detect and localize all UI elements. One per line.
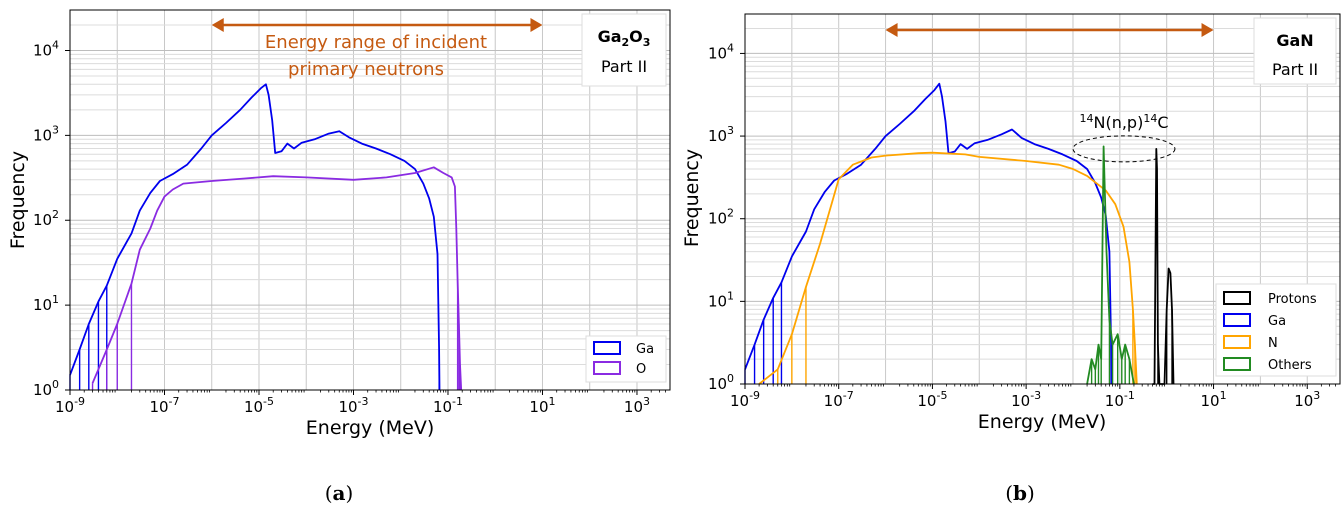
grid-a: [69, 9, 670, 391]
x-axis-label-a: Energy (MeV): [306, 417, 434, 439]
legend-swatch-others-b: [1223, 357, 1251, 371]
x-tick-label: 10-3: [1011, 389, 1041, 410]
series-line-ga: [69, 83, 441, 391]
series-line-ga: [744, 82, 1113, 385]
legend-box-b: [1215, 283, 1337, 377]
plot-area-a: [70, 10, 670, 390]
x-tick-label: 101: [1200, 389, 1226, 410]
y-tick-label: 102: [708, 207, 734, 228]
x-ticks-b: 10-9 10-7 10-5 10-3 10-1 101 103: [730, 384, 1336, 410]
legend-swatch-ga-b: [1223, 313, 1251, 327]
x-tick-label: 10-1: [1105, 389, 1135, 410]
material-box-a: [581, 13, 667, 87]
part-label-a: Part II: [601, 57, 647, 76]
part-label-b: Part II: [1272, 60, 1318, 79]
x-ticks-a: 10-9 10-7 10-5 10-3 10-1 101 103: [55, 390, 666, 416]
material-formula-b: GaN: [1276, 31, 1313, 50]
series-group-a: [69, 83, 463, 391]
panel-a: 10-9 10-7 10-5 10-3 10-1 101 103 1001011021031…: [7, 9, 671, 505]
legend-b: Protons Ga N Others: [1215, 283, 1337, 377]
y-tick-label: 100: [33, 378, 59, 399]
legend-a: Ga O: [585, 335, 667, 383]
y-ticks-a: 100 101 102 103 104: [33, 38, 70, 399]
legend-swatch-o-a: [593, 361, 621, 375]
legend-label-n-b: N: [1268, 336, 1278, 351]
x-tick-label: 10-7: [149, 395, 179, 416]
caption-a: (a): [325, 481, 354, 505]
legend-swatch-ga-a: [593, 341, 621, 355]
legend-label-o-a: O: [636, 362, 646, 377]
legend-swatch-protons-b: [1223, 291, 1251, 305]
series-line-others: [1086, 145, 1135, 385]
plot-frame-b: [744, 13, 1341, 385]
energy-range-arrow-b: [885, 23, 1214, 37]
y-ticks-b: 100 101 102 103 104: [708, 41, 745, 393]
x-tick-label: 103: [1294, 389, 1320, 410]
x-tick-label: 103: [624, 395, 650, 416]
y-tick-label: 103: [33, 123, 59, 144]
y-tick-label: 104: [33, 38, 59, 59]
legend-swatch-n-b: [1223, 335, 1251, 349]
energy-range-arrow-a: [211, 18, 543, 32]
range-label-line2-a: primary neutrons: [288, 59, 444, 80]
y-tick-label: 101: [708, 289, 734, 310]
x-axis-label-b: Energy (MeV): [978, 411, 1106, 433]
x-tick-label: 10-5: [917, 389, 947, 410]
legend-box-a: [585, 335, 667, 383]
x-tick-label: 10-5: [244, 395, 274, 416]
caption-b: (b): [1005, 481, 1035, 505]
panel-b: 10-9 10-7 10-5 10-3 10-1 101 103 1001011021031…: [681, 13, 1341, 505]
reaction-ellipse-b: [1072, 135, 1176, 163]
range-arrowhead-right-b: [1201, 23, 1214, 37]
range-arrowhead-left-a: [211, 18, 224, 32]
plot-frame-a: [69, 9, 671, 391]
legend-label-ga-a: Ga: [636, 342, 654, 357]
material-box-b: [1253, 17, 1337, 85]
x-tick-label: 10-3: [338, 395, 368, 416]
y-tick-label: 104: [708, 41, 734, 62]
series-line-o: [91, 166, 463, 391]
series-line-n: [758, 151, 1138, 385]
y-tick-label: 101: [33, 293, 59, 314]
y-tick-label: 100: [708, 372, 734, 393]
x-tick-label: 10-7: [824, 389, 854, 410]
x-tick-label: 10-9: [55, 395, 85, 416]
range-label-line1-a: Energy range of incident: [265, 32, 487, 53]
legend-label-others-b: Others: [1268, 358, 1312, 373]
range-arrowhead-left-b: [885, 23, 898, 37]
material-formula-a: Ga2O3: [598, 27, 651, 49]
y-tick-label: 102: [33, 208, 59, 229]
legend-label-ga-b: Ga: [1268, 314, 1286, 329]
x-tick-label: 10-9: [730, 389, 760, 410]
y-axis-label-a: Frequency: [7, 151, 29, 249]
range-arrowhead-right-a: [530, 18, 543, 32]
x-tick-label: 101: [529, 395, 555, 416]
y-axis-label-b: Frequency: [681, 149, 703, 247]
reaction-label-b: 14N(n,p)14C: [1079, 112, 1168, 132]
x-tick-label: 10-1: [433, 395, 463, 416]
y-tick-label: 103: [708, 124, 734, 145]
legend-label-protons-b: Protons: [1268, 292, 1317, 307]
